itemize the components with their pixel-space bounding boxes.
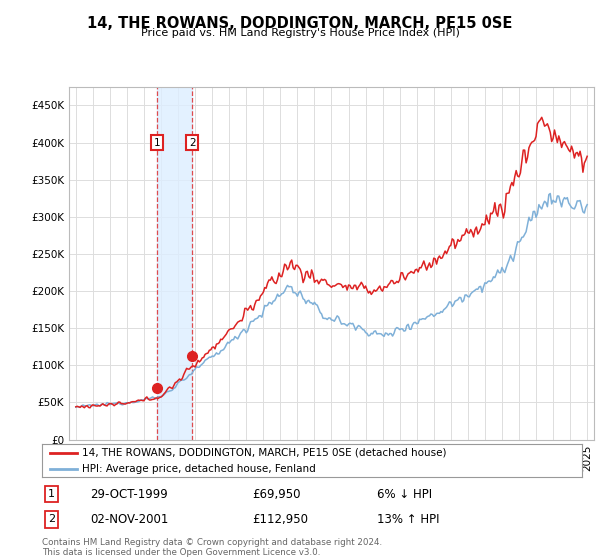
Text: Price paid vs. HM Land Registry's House Price Index (HPI): Price paid vs. HM Land Registry's House …	[140, 28, 460, 38]
Text: 6% ↓ HPI: 6% ↓ HPI	[377, 488, 432, 501]
Text: 14, THE ROWANS, DODDINGTON, MARCH, PE15 0SE: 14, THE ROWANS, DODDINGTON, MARCH, PE15 …	[88, 16, 512, 31]
Text: 29-OCT-1999: 29-OCT-1999	[91, 488, 169, 501]
Text: £112,950: £112,950	[253, 513, 308, 526]
Text: £69,950: £69,950	[253, 488, 301, 501]
Text: 13% ↑ HPI: 13% ↑ HPI	[377, 513, 439, 526]
Text: 02-NOV-2001: 02-NOV-2001	[91, 513, 169, 526]
Text: HPI: Average price, detached house, Fenland: HPI: Average price, detached house, Fenl…	[83, 464, 316, 474]
Text: 14, THE ROWANS, DODDINGTON, MARCH, PE15 0SE (detached house): 14, THE ROWANS, DODDINGTON, MARCH, PE15 …	[83, 447, 447, 458]
Text: 2: 2	[48, 515, 55, 524]
Text: 1: 1	[48, 489, 55, 499]
Text: Contains HM Land Registry data © Crown copyright and database right 2024.
This d: Contains HM Land Registry data © Crown c…	[42, 538, 382, 557]
Text: 2: 2	[189, 138, 196, 147]
Text: 1: 1	[154, 138, 160, 147]
Bar	[157, 87, 192, 440]
